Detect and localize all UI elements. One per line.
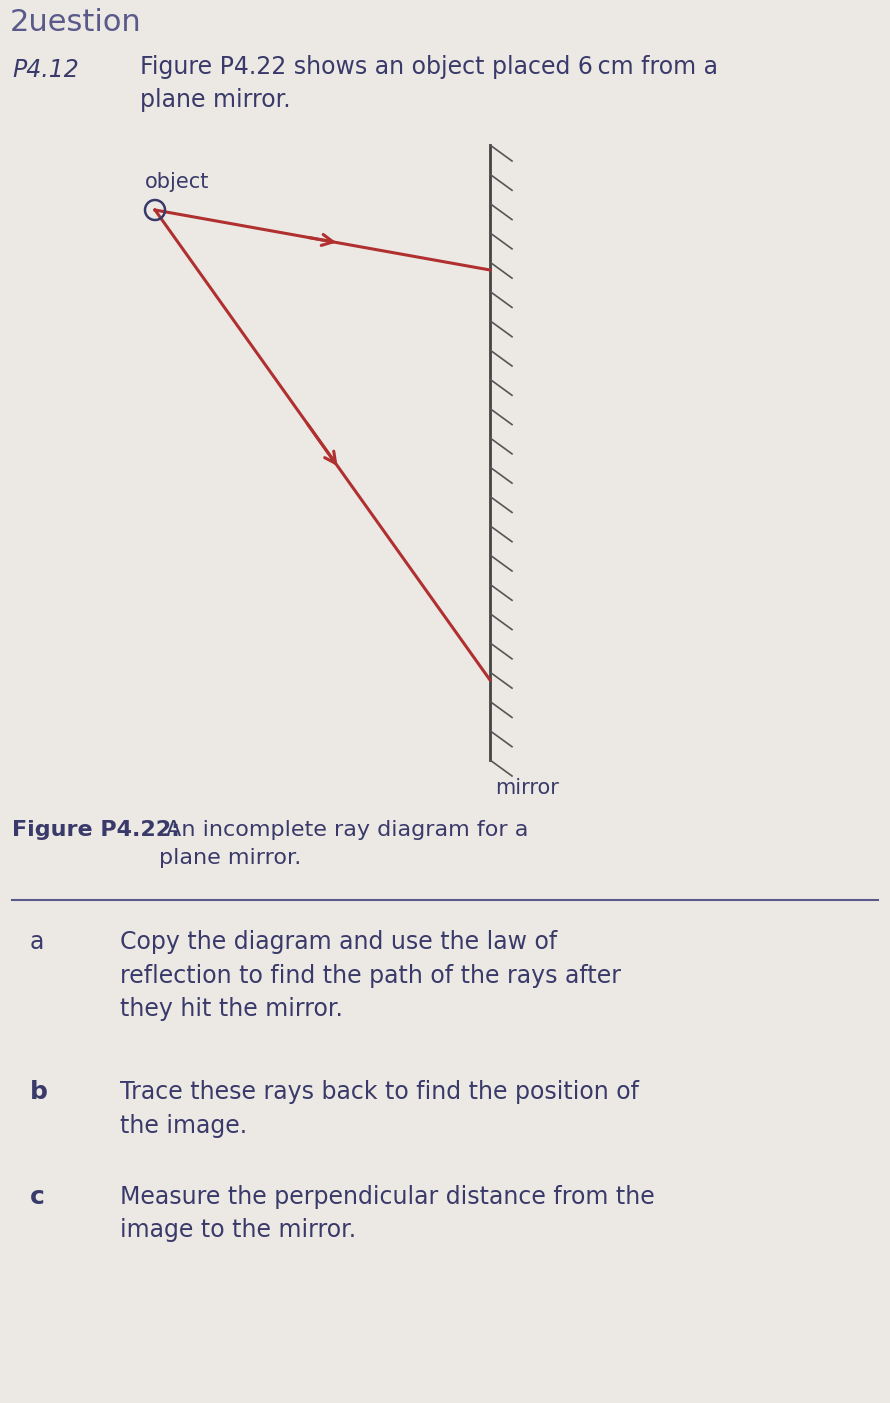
Text: Figure P4.22 shows an object placed 6 cm from a
plane mirror.: Figure P4.22 shows an object placed 6 cm… [140,55,718,112]
Text: b: b [30,1080,48,1104]
Text: An incomplete ray diagram for a
plane mirror.: An incomplete ray diagram for a plane mi… [159,819,529,868]
Text: Measure the perpendicular distance from the
image to the mirror.: Measure the perpendicular distance from … [120,1186,655,1243]
Text: Trace these rays back to find the position of
the image.: Trace these rays back to find the positi… [120,1080,639,1138]
Text: Copy the diagram and use the law of
reflection to find the path of the rays afte: Copy the diagram and use the law of refl… [120,930,621,1021]
Text: Figure P4.22:: Figure P4.22: [12,819,180,840]
Text: 2uestion: 2uestion [10,8,142,36]
Text: P4.12: P4.12 [12,58,78,81]
Text: c: c [30,1186,44,1209]
Text: object: object [145,173,209,192]
Text: mirror: mirror [495,779,559,798]
Text: a: a [30,930,44,954]
